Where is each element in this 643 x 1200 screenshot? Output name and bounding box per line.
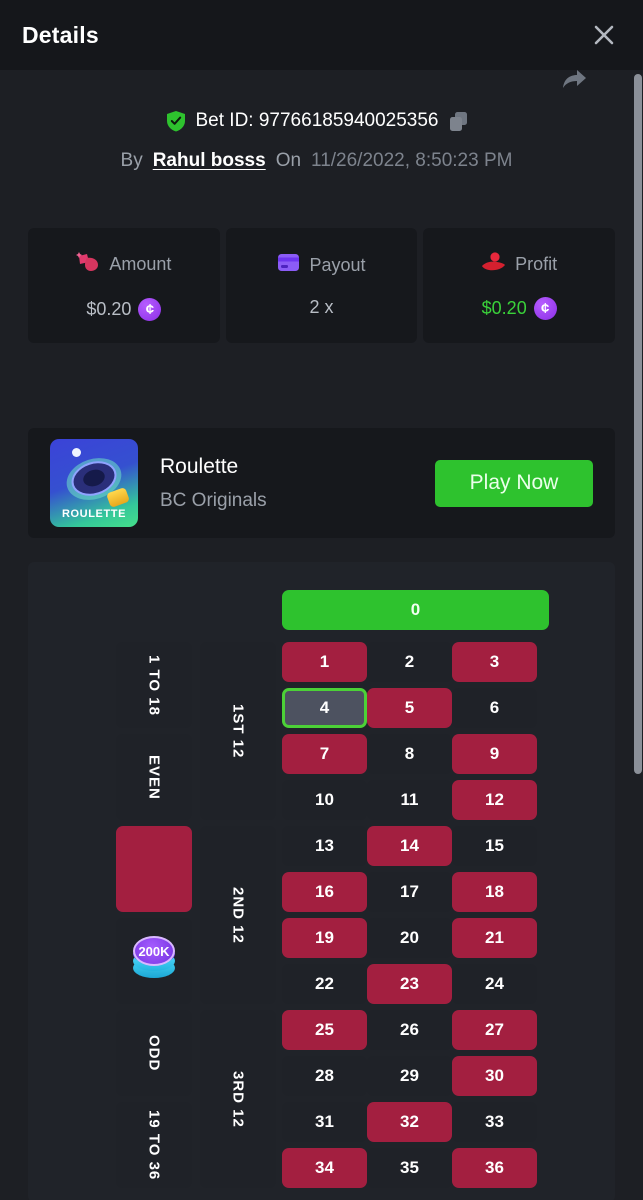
- board-cell-4[interactable]: 4: [282, 688, 367, 728]
- board-outside-label: ODD: [145, 1034, 163, 1072]
- currency-coin-icon: ¢: [138, 297, 162, 321]
- board-outside-label: 19 TO 36: [145, 1109, 163, 1181]
- bet-id-text: Bet ID: 97766185940025356: [195, 110, 439, 131]
- roulette-board: 0 1 2 3 4 5 6 7 8 9 10 11 12 13 14 15 16 17 18 19 20 21 22 23 24…: [28, 562, 615, 1200]
- board-cell-12[interactable]: 12: [452, 780, 537, 820]
- board-cell-27[interactable]: 27: [452, 1010, 537, 1050]
- scrollbar[interactable]: [633, 70, 643, 1200]
- verified-shield-icon: [166, 110, 186, 132]
- board-cell-14[interactable]: 14: [367, 826, 452, 866]
- chip-stack-label: 200K: [133, 936, 175, 966]
- money-bag-icon: [76, 251, 100, 278]
- game-card: ROULETTE Roulette BC Originals Play Now: [28, 428, 615, 538]
- stat-value: $0.20: [481, 298, 527, 318]
- credit-card-icon: [277, 253, 300, 277]
- board-outside-2[interactable]: EVEN: [116, 734, 192, 820]
- stat-label: Profit: [515, 253, 558, 274]
- board-cell-28[interactable]: 28: [282, 1056, 367, 1096]
- board-cell-36[interactable]: 36: [452, 1148, 537, 1188]
- page-title: Details: [22, 21, 99, 48]
- board-cell-26[interactable]: 26: [367, 1010, 452, 1050]
- board-cell-29[interactable]: 29: [367, 1056, 452, 1096]
- on-label: On: [275, 150, 302, 171]
- play-now-button[interactable]: Play Now: [435, 459, 593, 507]
- board-dozen-label: 1ST 12: [229, 703, 247, 759]
- board-bet-red[interactable]: [116, 826, 192, 912]
- game-name: Roulette: [160, 454, 239, 478]
- board-cell-7[interactable]: 7: [282, 734, 367, 774]
- board-cell-34[interactable]: 34: [282, 1148, 367, 1188]
- board-dozen-3[interactable]: 3RD 12: [200, 1010, 276, 1188]
- board-cell-32[interactable]: 32: [367, 1102, 452, 1142]
- board-cell-6[interactable]: 6: [452, 688, 537, 728]
- hand-coin-icon: [481, 251, 506, 277]
- bet-id-row: Bet ID: 97766185940025356: [0, 110, 633, 132]
- board-outside-label: EVEN: [145, 754, 163, 800]
- board-cell-0[interactable]: 0: [282, 590, 549, 630]
- stat-value: 2 x: [309, 297, 334, 317]
- board-cell-35[interactable]: 35: [367, 1148, 452, 1188]
- board-cell-9[interactable]: 9: [452, 734, 537, 774]
- board-cell-20[interactable]: 20: [367, 918, 452, 958]
- close-icon[interactable]: [587, 18, 621, 52]
- board-cell-17[interactable]: 17: [367, 872, 452, 912]
- game-thumb-label: ROULETTE: [61, 508, 127, 520]
- copy-icon[interactable]: [449, 111, 468, 132]
- board-cell-3[interactable]: 3: [452, 642, 537, 682]
- stat-label: Payout: [309, 254, 366, 275]
- stats-row: Amount $0.20 ¢ Payout 2 x: [28, 228, 616, 343]
- board-cell-16[interactable]: 16: [282, 872, 367, 912]
- board-cell-24[interactable]: 24: [452, 964, 537, 1004]
- board-dozen-2[interactable]: 2ND 12: [200, 826, 276, 1004]
- board-cell-10[interactable]: 10: [282, 780, 367, 820]
- board-dozen-label: 3RD 12: [229, 1070, 247, 1128]
- board-outside-5[interactable]: ODD: [116, 1010, 192, 1096]
- board-dozen-1[interactable]: 1ST 12: [200, 642, 276, 820]
- board-cell-8[interactable]: 8: [367, 734, 452, 774]
- username-link[interactable]: Rahul bosss: [152, 150, 266, 171]
- board-cell-13[interactable]: 13: [282, 826, 367, 866]
- bet-datetime: 11/26/2022, 8:50:23 PM: [311, 150, 513, 171]
- share-icon[interactable]: [557, 62, 591, 96]
- board-cell-23[interactable]: 23: [367, 964, 452, 1004]
- stat-card-profit: Profit $0.20 ¢: [423, 228, 616, 343]
- roulette-ball-icon: [72, 448, 81, 457]
- board-cell-11[interactable]: 11: [367, 780, 452, 820]
- board-cell-15[interactable]: 15: [452, 826, 537, 866]
- board-cell-33[interactable]: 33: [452, 1102, 537, 1142]
- board-cell-31[interactable]: 31: [282, 1102, 367, 1142]
- board-bet-black[interactable]: 200K: [116, 918, 192, 1004]
- board-cell-25[interactable]: 25: [282, 1010, 367, 1050]
- board-cell-22[interactable]: 22: [282, 964, 367, 1004]
- chip-stack-icon: 200K: [133, 936, 175, 986]
- board-cell-5[interactable]: 5: [367, 688, 452, 728]
- stat-card-amount: Amount $0.20 ¢: [28, 228, 220, 343]
- game-thumbnail[interactable]: ROULETTE: [50, 439, 138, 527]
- board-cell-19[interactable]: 19: [282, 918, 367, 958]
- board-cell-30[interactable]: 30: [452, 1056, 537, 1096]
- board-cell-21[interactable]: 21: [452, 918, 537, 958]
- scrollbar-thumb[interactable]: [634, 74, 642, 774]
- stat-value: $0.20: [86, 298, 132, 319]
- board-cell-1[interactable]: 1: [282, 642, 367, 682]
- by-label: By: [120, 150, 143, 171]
- bet-author-row: By Rahul bosss On 11/26/2022, 8:50:23 PM: [0, 150, 633, 172]
- panel-header: Details: [0, 0, 643, 70]
- stat-label: Amount: [109, 253, 172, 274]
- currency-coin-icon: ¢: [533, 297, 557, 320]
- board-outside-label: 1 TO 18: [145, 654, 163, 716]
- game-provider: BC Originals: [160, 489, 267, 511]
- board-cell-18[interactable]: 18: [452, 872, 537, 912]
- board-outside-1[interactable]: 1 TO 18: [116, 642, 192, 728]
- board-outside-6[interactable]: 19 TO 36: [116, 1102, 192, 1188]
- board-dozen-label: 2ND 12: [229, 886, 247, 944]
- stat-card-payout: Payout 2 x: [225, 228, 418, 343]
- board-cell-2[interactable]: 2: [367, 642, 452, 682]
